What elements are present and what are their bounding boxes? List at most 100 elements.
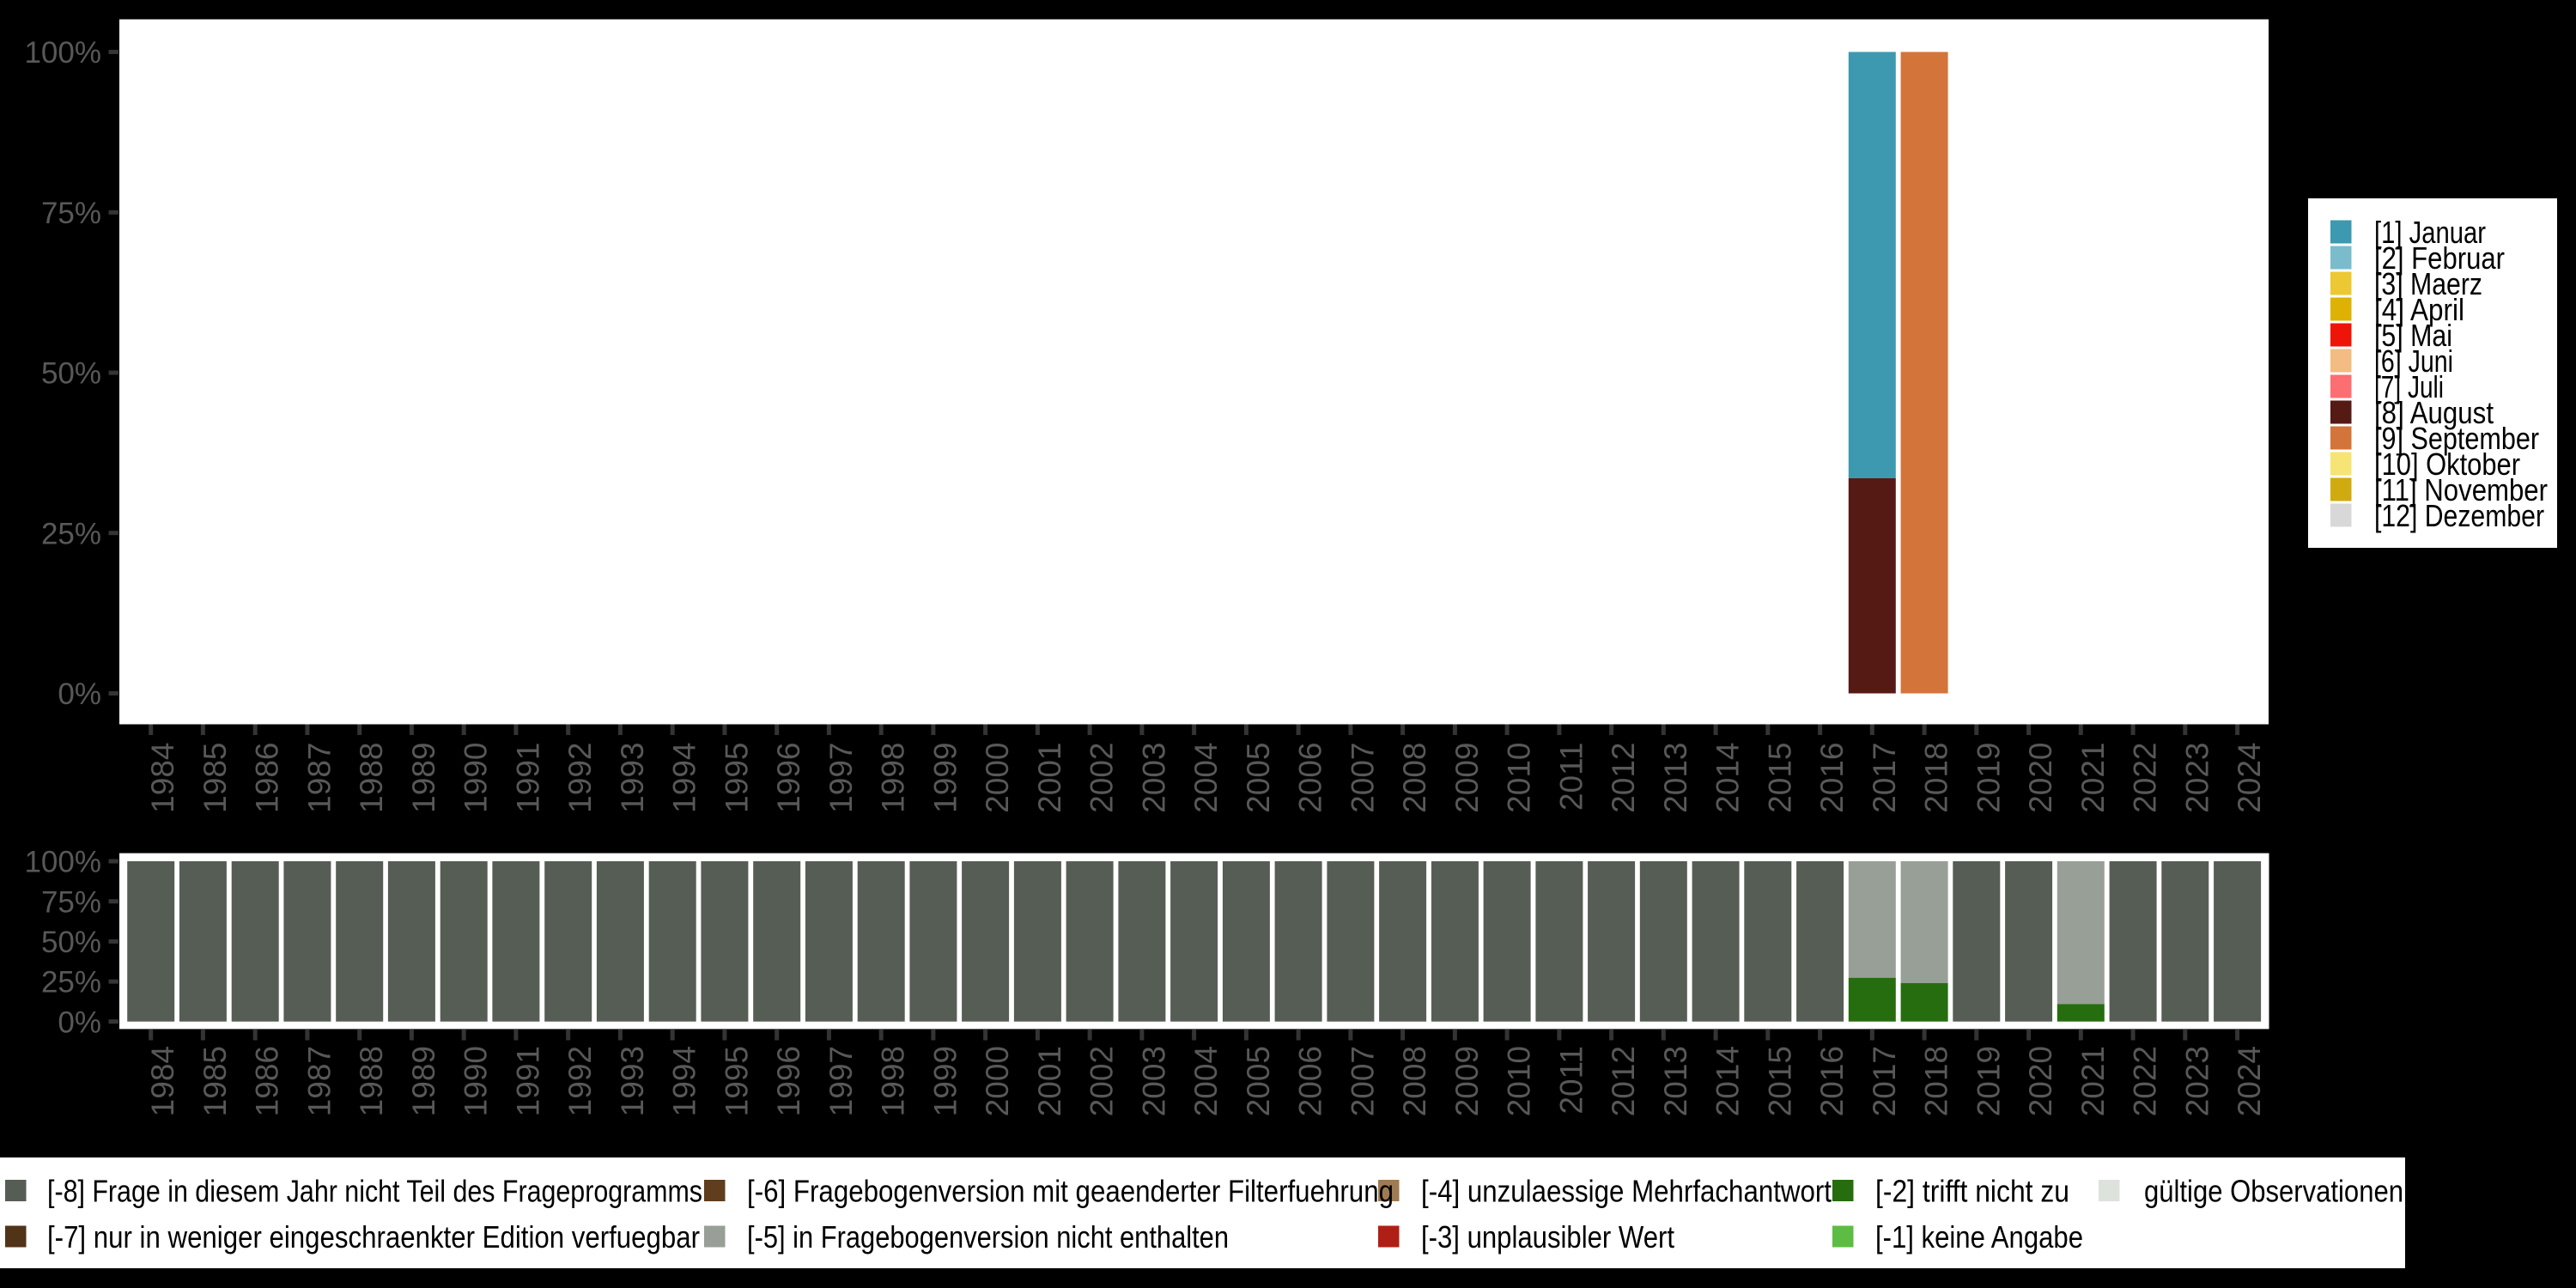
svg-text:2007: 2007 [1345,743,1380,813]
svg-text:2014: 2014 [1710,743,1746,813]
svg-text:2007: 2007 [1345,1046,1380,1116]
svg-text:2002: 2002 [1084,743,1120,813]
svg-text:2010: 2010 [1502,1046,1537,1116]
svg-text:[10] Oktober: [10] Oktober [2374,447,2520,482]
svg-text:[-5] in Fragebogenversion nich: [-5] in Fragebogenversion nicht enthalte… [747,1219,1229,1255]
svg-text:1994: 1994 [667,743,702,813]
svg-text:1988: 1988 [354,743,389,813]
svg-text:2006: 2006 [1293,743,1328,813]
svg-text:2018: 2018 [1919,1046,1954,1116]
svg-text:2023: 2023 [2179,743,2215,813]
svg-text:2012: 2012 [1606,1046,1641,1116]
svg-text:50%: 50% [41,357,101,391]
svg-text:2018: 2018 [1919,743,1954,813]
svg-text:2011: 2011 [1553,1046,1589,1115]
svg-text:[-8] Frage in diesem Jahr nich: [-8] Frage in diesem Jahr nicht Teil des… [47,1174,702,1209]
svg-text:75%: 75% [41,197,101,230]
svg-text:[6] Juni: [6] Juni [2374,343,2453,379]
svg-text:gültige Observationen: gültige Observationen [2144,1174,2403,1209]
svg-text:2023: 2023 [2179,1046,2215,1116]
svg-text:2011: 2011 [1553,743,1589,811]
svg-text:[-2] trifft nicht zu: [-2] trifft nicht zu [1875,1174,2069,1209]
svg-text:1994: 1994 [667,1046,702,1116]
svg-text:1998: 1998 [876,1046,911,1116]
svg-text:2008: 2008 [1397,743,1432,813]
svg-text:2005: 2005 [1241,743,1276,813]
svg-text:1990: 1990 [459,743,494,813]
svg-text:1986: 1986 [250,743,285,813]
svg-text:1997: 1997 [823,743,859,813]
svg-text:1988: 1988 [354,1046,389,1116]
svg-text:[-3] unplausibler Wert: [-3] unplausibler Wert [1421,1219,1674,1255]
svg-text:2019: 2019 [1971,1046,2006,1116]
svg-text:100%: 100% [24,36,101,70]
svg-text:1992: 1992 [562,1046,598,1116]
svg-text:100%: 100% [24,846,101,879]
svg-text:1995: 1995 [719,743,754,813]
svg-text:1989: 1989 [406,743,441,813]
svg-text:2020: 2020 [2023,743,2058,813]
svg-text:2004: 2004 [1188,743,1224,813]
svg-text:1986: 1986 [250,1046,285,1116]
svg-text:2022: 2022 [2128,743,2163,813]
svg-text:2015: 2015 [1762,1046,1797,1116]
svg-text:2016: 2016 [1814,743,1850,813]
svg-text:2003: 2003 [1136,1046,1171,1116]
svg-text:[9] September: [9] September [2374,421,2539,456]
svg-text:[7] Juli: [7] Juli [2374,369,2444,404]
svg-text:2009: 2009 [1449,1046,1485,1116]
svg-text:25%: 25% [41,966,101,999]
svg-text:1996: 1996 [771,743,806,813]
svg-text:2002: 2002 [1084,1046,1120,1116]
svg-text:50%: 50% [41,926,101,959]
svg-text:1993: 1993 [615,1046,650,1116]
svg-text:1992: 1992 [562,743,598,813]
svg-text:2021: 2021 [2075,743,2111,813]
svg-text:1987: 1987 [301,1046,337,1116]
svg-text:2000: 2000 [980,1046,1015,1116]
svg-text:[-7] nur in weniger eingeschra: [-7] nur in weniger eingeschraenkter Edi… [47,1219,700,1255]
svg-text:2013: 2013 [1658,1046,1693,1116]
svg-text:2016: 2016 [1814,1046,1850,1116]
svg-text:[3] Maerz: [3] Maerz [2374,266,2482,301]
svg-text:2013: 2013 [1658,743,1693,813]
svg-text:1998: 1998 [876,743,911,813]
svg-text:[8] August: [8] August [2374,395,2494,430]
svg-text:1987: 1987 [301,743,337,813]
svg-text:2001: 2001 [1032,1046,1067,1116]
svg-text:[-6] Fragebogenversion mit gea: [-6] Fragebogenversion mit geaenderter F… [747,1174,1394,1209]
svg-text:2009: 2009 [1449,743,1485,813]
svg-text:1997: 1997 [823,1046,859,1116]
svg-text:2005: 2005 [1241,1046,1276,1116]
svg-text:1985: 1985 [197,1046,233,1116]
svg-text:2019: 2019 [1971,743,2006,813]
svg-text:2022: 2022 [2128,1046,2163,1116]
svg-text:2004: 2004 [1188,1046,1224,1116]
svg-text:2000: 2000 [980,743,1015,813]
svg-text:2014: 2014 [1710,1046,1746,1116]
svg-text:2003: 2003 [1136,743,1171,813]
svg-text:2017: 2017 [1867,743,1902,813]
svg-text:2008: 2008 [1397,1046,1432,1116]
svg-text:1991: 1991 [510,743,545,813]
svg-text:[-1] keine Angabe: [-1] keine Angabe [1875,1219,2083,1255]
svg-text:1989: 1989 [406,1046,441,1116]
svg-text:[11] November: [11] November [2374,472,2548,507]
svg-text:0%: 0% [58,1005,101,1039]
svg-text:1984: 1984 [145,743,180,813]
svg-text:2024: 2024 [2232,743,2267,813]
svg-text:[4] April: [4] April [2374,292,2464,327]
svg-text:1993: 1993 [615,743,650,813]
svg-text:0%: 0% [58,677,101,711]
svg-text:1991: 1991 [510,1046,545,1116]
svg-text:[1] Januar: [1] Januar [2374,215,2486,250]
svg-text:25%: 25% [41,517,101,550]
svg-text:2021: 2021 [2075,1046,2111,1116]
svg-text:2012: 2012 [1606,743,1641,813]
svg-text:75%: 75% [41,885,101,919]
svg-text:2001: 2001 [1032,743,1067,813]
svg-text:1984: 1984 [145,1046,180,1116]
svg-text:2010: 2010 [1502,743,1537,813]
svg-text:2024: 2024 [2232,1046,2267,1116]
svg-text:2020: 2020 [2023,1046,2058,1116]
